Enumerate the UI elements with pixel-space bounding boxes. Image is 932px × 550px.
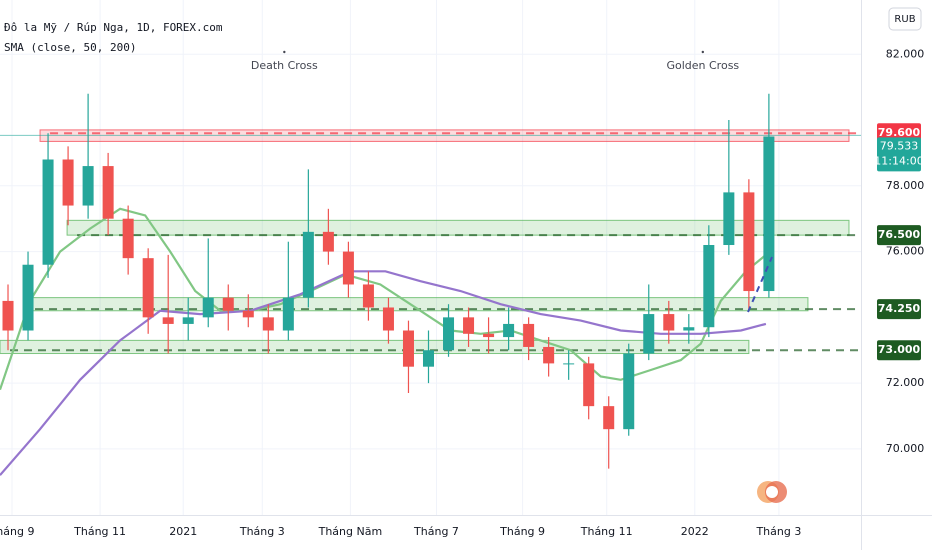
candle-body: [62, 159, 74, 206]
x-tick-label: Tháng 11: [580, 525, 633, 538]
x-tick-label: Tháng Năm: [318, 525, 383, 538]
candle-body: [162, 317, 174, 324]
logo: [757, 481, 787, 503]
price-tag: [877, 299, 921, 320]
last-price-label: 79.533: [880, 139, 919, 152]
x-tick-label: Tháng 3: [755, 525, 801, 538]
candle-body: [483, 333, 495, 338]
indicator-label: SMA (close, 50, 200): [4, 41, 136, 54]
price-tag: [877, 340, 921, 361]
candle-body: [623, 353, 635, 430]
candle-body: [563, 363, 575, 365]
candle-body: [122, 218, 134, 259]
candle-body: [543, 346, 555, 364]
candle-body: [603, 406, 615, 430]
y-tick-label: 72.000: [886, 376, 925, 389]
x-tick-label: Tháng 9: [0, 525, 34, 538]
candle-body: [402, 330, 414, 367]
price-tag: [877, 225, 921, 246]
candle-body: [443, 317, 455, 351]
candle-body: [743, 192, 755, 292]
candle-body: [322, 231, 334, 252]
price-tag-label: 76.500: [878, 228, 921, 241]
x-tick-label: 2021: [169, 525, 197, 538]
candle-body: [2, 300, 14, 331]
candle-body: [703, 245, 715, 328]
sma-line: [0, 207, 767, 391]
candle-body: [222, 297, 234, 311]
candle-body: [202, 297, 214, 318]
candle-body: [242, 310, 254, 318]
candle-body: [362, 284, 374, 308]
candle-body: [463, 317, 475, 334]
candle-body: [503, 323, 515, 338]
price-tag-label: 79.600: [878, 126, 921, 139]
annotation-dot: [701, 50, 705, 54]
x-tick-label: Tháng 11: [73, 525, 126, 538]
candle-body: [723, 192, 735, 246]
annotation-dot: [283, 50, 286, 54]
annotation: Golden Cross: [666, 59, 739, 72]
candle-body: [182, 317, 194, 324]
currency-button[interactable]: [888, 7, 922, 31]
x-tick-label: Tháng 9: [499, 525, 545, 538]
x-tick-label: Tháng 7: [413, 525, 459, 538]
candle-body: [643, 314, 655, 354]
countdown-label: 11:14:00: [874, 154, 923, 167]
candle-body: [42, 159, 54, 265]
candle-body: [422, 350, 435, 367]
y-tick-label: 70.000: [886, 442, 925, 455]
candle-body: [382, 307, 394, 331]
y-tick-label: 76.000: [886, 245, 925, 258]
x-tick-label: 2022: [681, 525, 709, 538]
candle-body: [302, 231, 314, 298]
last-price-tag: [877, 137, 921, 172]
annotation: Death Cross: [251, 59, 318, 72]
price-tag-label: 73.000: [878, 343, 921, 356]
candle-body: [82, 166, 94, 206]
price-tag-label: 74.250: [878, 302, 921, 315]
candle-body: [262, 317, 274, 331]
currency-label[interactable]: RUB: [894, 14, 915, 25]
y-tick-label: 82.000: [886, 47, 925, 60]
x-tick-label: Tháng 3: [239, 525, 285, 538]
plot-area: [0, 0, 861, 515]
y-tick-label: 78.000: [886, 179, 925, 192]
candle-body: [102, 166, 114, 219]
candle-body: [142, 258, 154, 318]
chart-title: Đô la Mỹ / Rúp Nga, 1D, FOREX.com: [4, 21, 223, 34]
candle-body: [342, 251, 354, 285]
candle-body: [683, 327, 695, 331]
candle-body: [663, 314, 675, 331]
candle-body: [22, 264, 34, 331]
candle-body: [583, 363, 595, 407]
candle-body: [763, 136, 775, 292]
candle-body: [282, 297, 294, 331]
candle-body: [523, 323, 535, 347]
